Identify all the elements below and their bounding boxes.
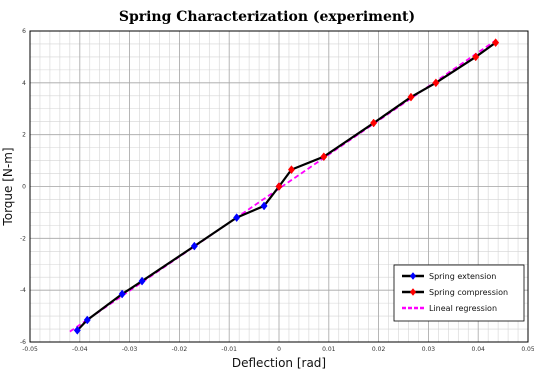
x-tick-label: 0.03 [422,346,436,353]
chart-title: Spring Characterization (experiment) [119,9,415,25]
data-point [409,272,417,280]
data-point [407,92,415,102]
data-point [260,201,268,211]
series-layer [69,38,500,335]
y-tick-label: 4 [22,80,26,87]
data-point [83,315,91,325]
data-point [118,289,126,299]
series-line [278,41,497,188]
x-tick-label: -0.01 [221,346,237,353]
plot-area [29,30,529,343]
x-axis-label: Deflection [rad] [232,356,326,370]
data-point [287,165,295,175]
data-point [73,325,81,335]
legend-label: Spring compression [429,288,508,297]
legend: Spring extension Spring compression Lineal… [393,264,525,322]
y-tick-label: 6 [22,28,26,35]
y-tick-label: -6 [20,339,26,346]
data-point [320,152,328,162]
series-spring-compression [275,38,500,191]
legend-item: Spring compression [402,288,508,297]
legend-item: Spring extension [402,272,496,281]
legend-label: Lineal regression [429,304,497,313]
legend-item: Lineal regression [402,304,497,313]
x-tick-label: -0.05 [22,346,38,353]
x-axis-ticks: -0.05 -0.04 -0.03 -0.02 -0.01 0 0.01 0.02 0.03 0.… [22,346,534,353]
x-tick-label: 0.05 [521,346,534,353]
y-tick-label: 0 [22,184,26,191]
data-point [409,288,417,296]
legend-label: Spring extension [429,272,496,281]
data-point [472,52,480,62]
x-tick-label: 0 [277,346,281,353]
x-tick-label: -0.03 [122,346,138,353]
data-point [190,241,198,251]
y-tick-label: -4 [20,287,26,294]
data-point [233,213,241,223]
y-tick-label: -2 [20,235,26,242]
data-point [432,78,440,88]
x-tick-label: 0.01 [322,346,336,353]
y-tick-label: 2 [22,132,26,139]
series-line [76,185,280,332]
data-point [138,276,146,286]
x-tick-label: -0.04 [72,346,88,353]
data-point [370,118,378,128]
x-tick-label: 0.02 [372,346,386,353]
x-tick-label: 0.04 [472,346,486,353]
x-tick-label: -0.02 [172,346,188,353]
y-axis-label: Torque [N-m] [1,147,15,226]
y-axis-ticks: -6 -4 -2 0 2 4 6 [20,28,26,346]
data-point [492,38,500,48]
data-point [275,182,283,191]
